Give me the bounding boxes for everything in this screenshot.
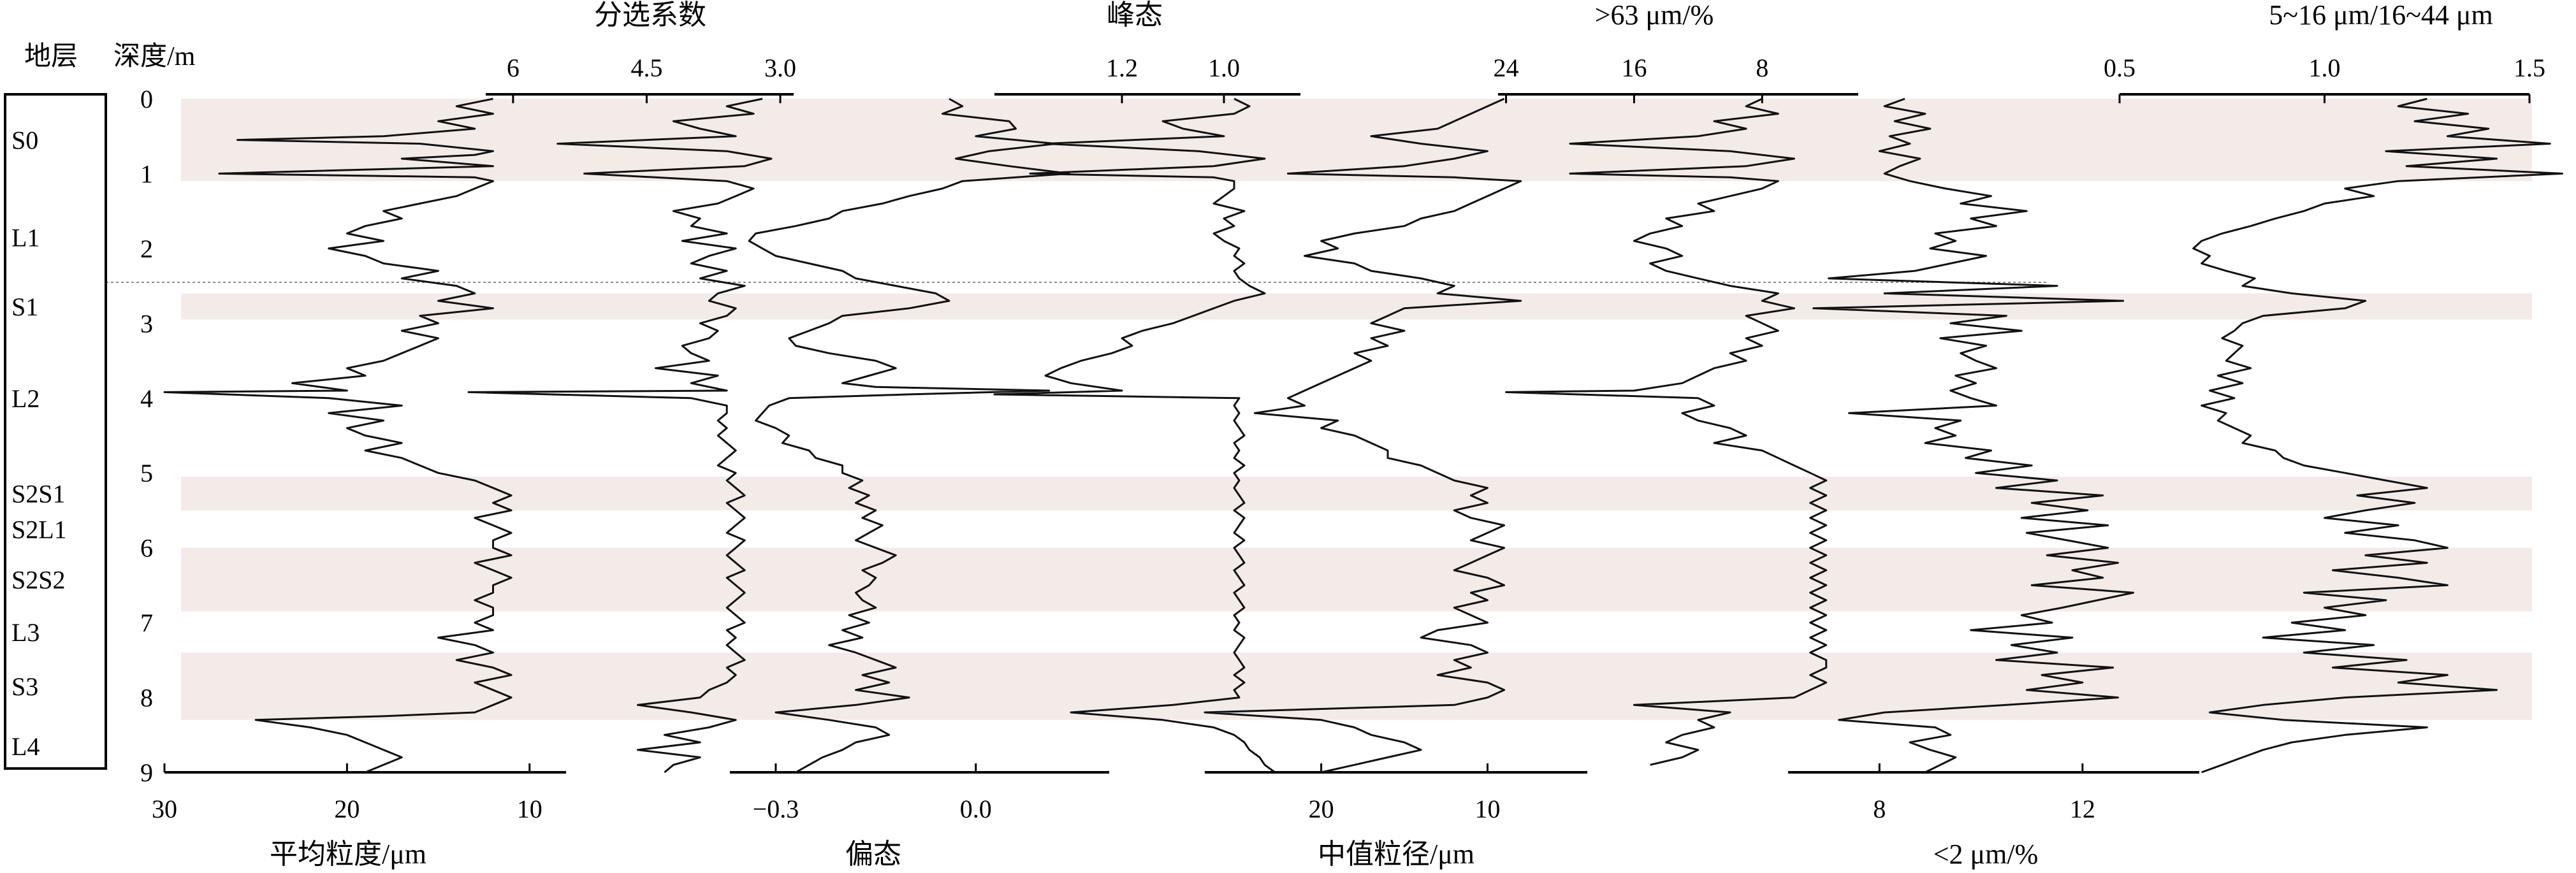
depth-tick-labels: 0 1 2 3 4 5 6 7 8 9 [140,85,153,787]
strata-label-s0: S0 [11,126,38,155]
strata-label-l1: L1 [11,223,40,252]
mean-grain-size-tick-label: 10 [517,795,542,823]
paleosol-band-s1 [181,293,2532,320]
depth-tick-label: 6 [140,534,153,563]
paleosol-bands [181,99,2532,720]
depth-tick-label: 2 [140,234,153,263]
depth-axis: 深度/m 0 1 2 3 4 5 6 7 8 9 [113,42,196,787]
depth-tick-label: 9 [140,758,153,787]
sorting-coefficient-tick-label: 3.0 [764,54,796,82]
coarse-fraction-axis-label: >63 μm/% [1595,0,1714,31]
coarse-fraction-tick-label: 16 [1621,54,1647,82]
sorting-coefficient-tick-label: 4.5 [630,54,662,82]
strata-column-frame [4,93,107,770]
median-grain-size-tick-label: 10 [1474,795,1500,823]
paleosol-band-s3 [181,653,2532,720]
strata-label-s3: S3 [11,672,38,701]
paleosol-band-s2s1 [181,477,2532,510]
strata-label-l4: L4 [11,732,40,761]
strata-label-l2: L2 [11,384,40,413]
coarse-fraction-curve [1505,97,1828,766]
clay-fraction-curve [1812,97,2134,774]
median-grain-size-tick-label: 20 [1309,795,1334,823]
strata-column-title: 地层 [24,42,78,71]
silt-ratio-tick-label: 1.0 [2309,54,2341,82]
silt-ratio-axis-label: 5~16 μm/16~44 μm [2269,0,2492,31]
kurtosis-curve [993,97,1276,774]
sorting-coefficient-axis-label: 分选系数 [594,0,706,31]
panel-kurtosis: 1.2 1.0 峰态 [993,0,1300,774]
panel-silt-ratio: 0.5 1.0 1.5 5~16 μm/16~44 μm [2104,0,2563,774]
sorting-coefficient-curve [467,97,773,774]
strata-label-s2l1: S2L1 [11,515,67,544]
strata-label-l3: L3 [11,618,40,647]
kurtosis-axis-label: 峰态 [1107,0,1163,31]
depth-tick-label: 3 [140,309,153,338]
depth-tick-label: 8 [140,684,153,712]
strata-label-s2s2: S2S2 [11,566,66,595]
paleosol-band-s2s2 [181,547,2532,612]
skewness-curve [748,97,1070,774]
depth-tick-label: 4 [140,384,153,413]
silt-ratio-tick-label: 0.5 [2104,54,2136,82]
median-grain-size-axis-label: 中值粒径/μm [1318,839,1474,870]
mean-grain-size-curve [163,97,513,774]
skewness-tick-label: −0.3 [753,795,799,823]
panel-sorting-coefficient: 6 4.5 3.0 分选系数 [467,0,796,774]
kurtosis-tick-label: 1.0 [1208,54,1240,82]
panel-clay-fraction: 8 12 <2 μm/% [1788,97,2199,870]
depth-tick-label: 0 [140,85,153,113]
kurtosis-tick-label: 1.2 [1106,54,1138,82]
strata-label-s2s1: S2S1 [11,480,66,509]
coarse-fraction-tick-label: 8 [1756,54,1768,82]
sorting-coefficient-tick-label: 6 [507,54,520,82]
silt-ratio-curve [2192,97,2563,774]
skewness-axis-label: 偏态 [845,839,901,870]
depth-tick-label: 1 [140,159,153,188]
median-grain-size-curve [1204,97,1522,774]
depth-tick-label: 7 [140,609,153,637]
clay-fraction-tick-label: 8 [1873,795,1886,823]
skewness-tick-label: 0.0 [960,795,992,823]
clay-fraction-axis-label: <2 μm/% [1933,839,2039,870]
paleosol-band-s0 [181,99,2532,182]
coarse-fraction-tick-label: 24 [1494,54,1519,82]
panel-skewness: −0.3 0.0 偏态 [730,97,1109,870]
depth-tick-label: 5 [140,459,153,487]
silt-ratio-tick-label: 1.5 [2514,54,2545,82]
strata-label-s1: S1 [11,292,38,321]
depth-axis-title: 深度/m [113,42,196,71]
curve-panels: 30 20 10 平均粒度/μm 6 4.5 3.0 分选系数 −0.3 0.0 偏态 1.2 1.0 峰… [152,0,2563,870]
mean-grain-size-tick-label: 30 [152,795,177,823]
mean-grain-size-tick-label: 20 [334,795,360,823]
clay-fraction-tick-label: 12 [2070,795,2095,823]
strata-labels: S0 L1 S1 L2 S2S1 S2L1 S2S2 L3 S3 L4 [11,126,67,761]
strata-column: 地层 S0 L1 S1 L2 S2S1 S2L1 S2S2 L3 S3 L4 [4,42,107,770]
mean-grain-size-axis-label: 平均粒度/μm [270,839,426,870]
panel-mean-grain-size: 30 20 10 平均粒度/μm [152,97,566,870]
panel-coarse-fraction: 24 16 8 >63 μm/% [1494,0,1858,766]
